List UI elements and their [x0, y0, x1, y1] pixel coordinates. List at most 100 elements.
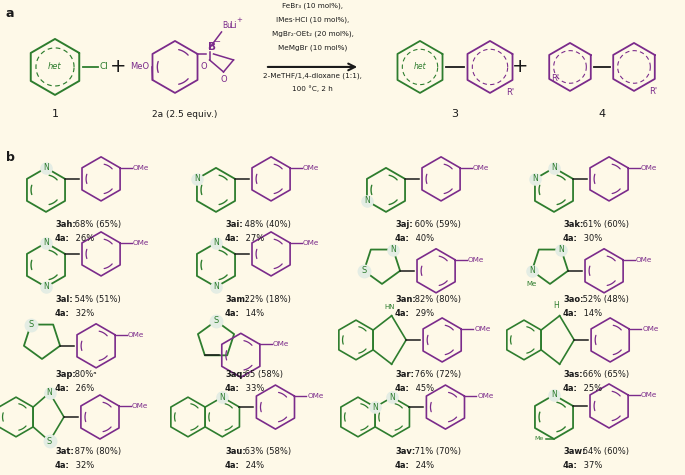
Text: N: N: [213, 238, 219, 247]
Text: +: +: [512, 57, 528, 76]
Text: 3at:: 3at:: [55, 447, 74, 456]
Text: OMe: OMe: [303, 240, 319, 246]
Text: H: H: [553, 301, 558, 310]
Text: 22% (18%): 22% (18%): [242, 295, 291, 304]
Text: 40%: 40%: [413, 234, 434, 243]
Text: OMe: OMe: [641, 165, 658, 171]
Text: 37%: 37%: [581, 461, 602, 470]
Text: 4a:: 4a:: [55, 234, 70, 243]
Text: S: S: [28, 320, 34, 329]
Text: 63% (58%): 63% (58%): [242, 447, 292, 456]
Text: N: N: [43, 283, 49, 292]
Text: MeO: MeO: [130, 62, 149, 71]
Text: 32%: 32%: [73, 461, 95, 470]
Text: 4a:: 4a:: [563, 384, 578, 393]
Text: 1: 1: [51, 109, 58, 119]
Text: OMe: OMe: [477, 393, 494, 399]
Text: IMes·HCl (10 mol%),: IMes·HCl (10 mol%),: [276, 17, 349, 23]
Text: 3aw:: 3aw:: [563, 447, 586, 456]
Text: N: N: [194, 174, 200, 183]
Text: 4a:: 4a:: [225, 234, 240, 243]
Text: 25%: 25%: [581, 384, 602, 393]
Text: 3ar:: 3ar:: [395, 370, 414, 379]
Text: 52% (48%): 52% (48%): [580, 295, 630, 304]
Text: +: +: [110, 57, 126, 76]
Text: OMe: OMe: [273, 342, 289, 347]
Text: 71% (70%): 71% (70%): [412, 447, 462, 456]
Text: 32%: 32%: [73, 309, 95, 318]
Text: het: het: [414, 62, 426, 71]
Text: N: N: [47, 388, 53, 397]
Text: 4a:: 4a:: [395, 384, 410, 393]
Text: OMe: OMe: [128, 332, 145, 338]
Text: 3ao:: 3ao:: [563, 295, 584, 304]
Text: 33%: 33%: [243, 384, 264, 393]
Text: 2-MeTHF/1,4-dioxane (1:1),: 2-MeTHF/1,4-dioxane (1:1),: [263, 73, 362, 79]
Text: 100 °C, 2 h: 100 °C, 2 h: [292, 85, 333, 92]
Text: 68% (65%): 68% (65%): [73, 220, 122, 229]
Text: N: N: [532, 174, 538, 183]
Text: 4a:: 4a:: [55, 309, 70, 318]
Text: 48% (40%): 48% (40%): [242, 220, 291, 229]
Text: 3ap:: 3ap:: [55, 370, 76, 379]
Text: 26%: 26%: [73, 234, 95, 243]
Text: Me: Me: [535, 437, 544, 441]
Text: het: het: [48, 62, 62, 71]
Text: 61% (60%): 61% (60%): [580, 220, 630, 229]
Text: 3av:: 3av:: [395, 447, 415, 456]
Text: S: S: [47, 437, 52, 446]
Text: 65 (58%): 65 (58%): [242, 370, 284, 379]
Text: 4a:: 4a:: [225, 309, 240, 318]
Text: N: N: [364, 196, 370, 205]
Text: FeBr₃ (10 mol%),: FeBr₃ (10 mol%),: [282, 3, 343, 10]
Text: N: N: [390, 245, 396, 254]
Text: MeMgBr (10 mol%): MeMgBr (10 mol%): [278, 45, 347, 51]
Text: 27%: 27%: [243, 234, 264, 243]
Text: OMe: OMe: [474, 326, 490, 332]
Text: +: +: [236, 17, 242, 23]
Text: 26%: 26%: [73, 384, 95, 393]
Text: OMe: OMe: [133, 165, 149, 171]
Text: 24%: 24%: [413, 461, 434, 470]
Text: 3ah:: 3ah:: [55, 220, 76, 229]
Text: N: N: [558, 245, 564, 254]
Text: N: N: [43, 238, 49, 247]
Text: 3am:: 3am:: [225, 295, 249, 304]
Text: 24%: 24%: [243, 461, 264, 470]
Text: 45%: 45%: [413, 384, 434, 393]
Text: N: N: [219, 393, 225, 402]
Text: OMe: OMe: [303, 165, 319, 171]
Text: Cl: Cl: [100, 62, 109, 71]
Text: 3an:: 3an:: [395, 295, 416, 304]
Text: b: b: [6, 151, 15, 164]
Text: 4a:: 4a:: [395, 461, 410, 470]
Text: OMe: OMe: [133, 240, 149, 246]
Text: 30%: 30%: [581, 234, 602, 243]
Text: 3aj:: 3aj:: [395, 220, 413, 229]
Text: 4a:: 4a:: [563, 234, 578, 243]
Text: N: N: [551, 390, 557, 399]
Text: OMe: OMe: [308, 393, 324, 399]
Text: 3aq:: 3aq:: [225, 370, 246, 379]
Text: Bu: Bu: [223, 21, 232, 30]
Text: Me: Me: [527, 281, 537, 287]
Text: O: O: [220, 75, 227, 84]
Text: N: N: [529, 266, 535, 276]
Text: 14%: 14%: [243, 309, 264, 318]
Text: 4a:: 4a:: [55, 384, 70, 393]
Text: S: S: [213, 316, 219, 325]
Text: 4a:: 4a:: [55, 461, 70, 470]
Text: N: N: [551, 163, 557, 172]
Text: 76% (72%): 76% (72%): [412, 370, 462, 379]
Text: 3ak:: 3ak:: [563, 220, 584, 229]
Text: O: O: [201, 62, 208, 71]
Text: OMe: OMe: [132, 403, 149, 409]
Text: 87% (80%): 87% (80%): [73, 447, 122, 456]
Text: 3au:: 3au:: [225, 447, 246, 456]
Text: 4a:: 4a:: [395, 234, 410, 243]
Text: 60% (59%): 60% (59%): [412, 220, 462, 229]
Text: N: N: [213, 283, 219, 292]
Text: 3al:: 3al:: [55, 295, 73, 304]
Text: OMe: OMe: [468, 257, 484, 263]
Text: a: a: [6, 7, 14, 20]
